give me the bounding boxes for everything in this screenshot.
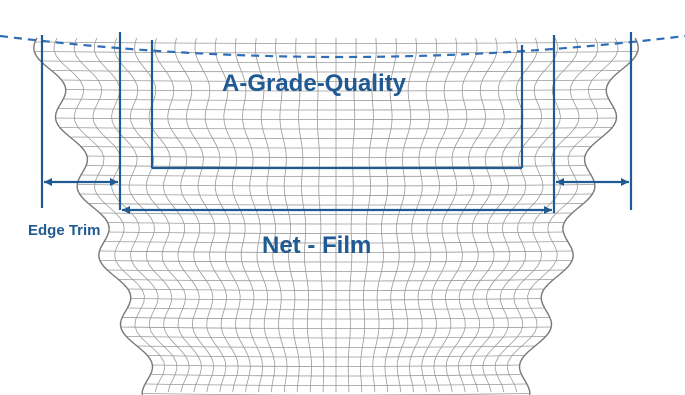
mesh-column-line <box>372 37 397 393</box>
dimension-annotations <box>40 32 633 214</box>
mesh-column-line <box>295 37 312 393</box>
mesh-column-line <box>275 37 300 393</box>
net-film-label: Net - Film <box>262 232 372 259</box>
edge-trim-right-arrowhead-right <box>621 178 629 186</box>
edge-trim-left-arrowhead-left <box>44 178 52 186</box>
mesh-column-line <box>347 37 357 393</box>
a-grade-quality-label: A-Grade-Quality <box>222 70 407 97</box>
mesh-column-line <box>254 37 288 393</box>
net-film-arrowhead-left <box>122 206 130 214</box>
mesh-column-line <box>519 37 639 393</box>
film-left-edge <box>33 37 154 395</box>
mesh-column-line <box>194 37 251 393</box>
edge-trim-left-arrowhead-right <box>110 178 118 186</box>
mesh-column-line <box>408 37 458 393</box>
mesh-column-line <box>234 37 276 393</box>
mesh-column-line <box>73 37 178 393</box>
mesh-column-line <box>494 37 599 393</box>
net-film-arrowhead-right <box>544 206 552 214</box>
mesh-column-line <box>396 37 438 393</box>
mesh-column-line <box>445 37 518 393</box>
edge-trim-label: Edge Trim <box>28 222 101 239</box>
mesh-column-line <box>53 37 166 393</box>
mesh-row-line <box>142 393 530 395</box>
mesh-column-line <box>174 37 239 393</box>
mesh-column-line <box>433 37 498 393</box>
mesh-column-line <box>457 37 538 393</box>
mesh-column-line <box>384 37 418 393</box>
mesh-column-line <box>114 37 202 393</box>
mesh-column-line <box>421 37 478 393</box>
mesh-column-line <box>506 37 619 393</box>
mesh-column-line <box>33 37 153 393</box>
edge-trim-right-arrowhead-left <box>556 178 564 186</box>
mesh-column-line <box>315 37 325 393</box>
mesh-column-line <box>154 37 227 393</box>
bubble-outline-dashed-curve <box>0 34 685 59</box>
mesh-column-line <box>214 37 264 393</box>
mesh-column-line <box>134 37 215 393</box>
mesh-column-line <box>93 37 190 393</box>
mesh-column-line <box>360 37 377 393</box>
film-right-edge <box>518 37 639 395</box>
mesh-column-line <box>470 37 558 393</box>
mesh-column-line <box>482 37 579 393</box>
